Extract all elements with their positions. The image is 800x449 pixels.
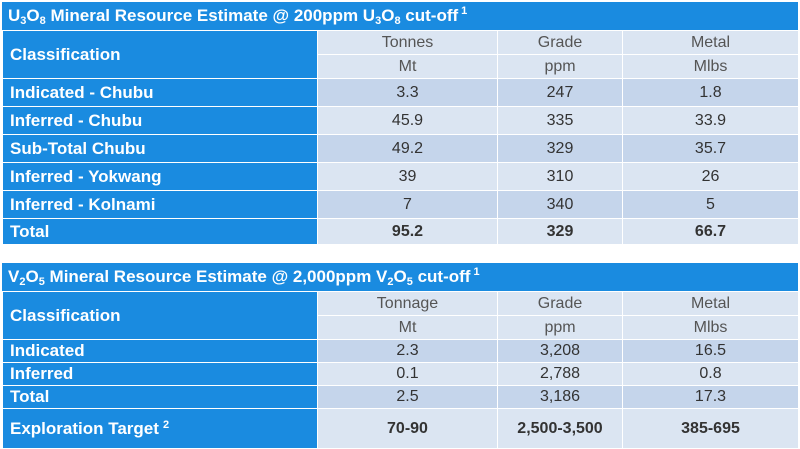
cell: 247 [497,78,623,107]
cell: 3,208 [497,339,623,363]
cell: 329 [497,134,623,163]
cell: 39 [317,162,498,191]
total-row: Total 2.5 3,186 17.3 [2,385,799,409]
cell: 329 [497,218,623,245]
metal-unit: Mlbs [622,54,799,79]
row-label: Sub-Total Chubu [2,134,318,163]
tonnage-unit: Mt [317,315,498,340]
u3o8-table-title: U3O8 Mineral Resource Estimate @ 200ppm … [2,2,798,30]
table-row: Indicated 2.3 3,208 16.5 [2,339,799,363]
row-label: Exploration Target 2 [2,408,318,449]
v2o5-resource-table: V2O5 Mineral Resource Estimate @ 2,000pp… [2,263,799,449]
cell: 70-90 [317,408,498,449]
tonnes-header: Tonnes [317,30,498,55]
cell: 2,788 [497,362,623,386]
row-label: Inferred [2,362,318,386]
cell: 7 [317,190,498,219]
cell: 2.3 [317,339,498,363]
table-row: Inferred - Chubu 45.9 335 33.9 [2,106,799,135]
cell: 95.2 [317,218,498,245]
cell: 17.3 [622,385,799,409]
row-label: Indicated [2,339,318,363]
cell: 340 [497,190,623,219]
tonnes-unit: Mt [317,54,498,79]
cell: 33.9 [622,106,799,135]
tonnage-header: Tonnage [317,291,498,316]
metal-header: Metal [622,30,799,55]
row-label: Inferred - Chubu [2,106,318,135]
row-label: Total [2,385,318,409]
cell: 5 [622,190,799,219]
cell: 0.8 [622,362,799,386]
cell: 3,186 [497,385,623,409]
cell: 2,500-3,500 [497,408,623,449]
cell: 2.5 [317,385,498,409]
table-row: Sub-Total Chubu 49.2 329 35.7 [2,134,799,163]
cell: 385-695 [622,408,799,449]
table-row: Inferred - Kolnami 7 340 5 [2,190,799,219]
grade-header: Grade [497,30,623,55]
table-row: Inferred 0.1 2,788 0.8 [2,362,799,386]
total-row: Total 95.2 329 66.7 [2,218,799,245]
metal-unit: Mlbs [622,315,799,340]
cell: 16.5 [622,339,799,363]
exploration-target-row: Exploration Target 2 70-90 2,500-3,500 38… [2,408,799,449]
cell: 3.3 [317,78,498,107]
grade-header: Grade [497,291,623,316]
classification-header: Classification [2,291,318,340]
cell: 1.8 [622,78,799,107]
row-label: Inferred - Yokwang [2,162,318,191]
cell: 45.9 [317,106,498,135]
cell: 35.7 [622,134,799,163]
cell: 49.2 [317,134,498,163]
row-label: Inferred - Kolnami [2,190,318,219]
cell: 310 [497,162,623,191]
grade-unit: ppm [497,54,623,79]
table-row: Indicated - Chubu 3.3 247 1.8 [2,78,799,107]
cell: 26 [622,162,799,191]
u3o8-resource-table: U3O8 Mineral Resource Estimate @ 200ppm … [2,2,799,245]
cell: 335 [497,106,623,135]
row-label: Indicated - Chubu [2,78,318,107]
cell: 66.7 [622,218,799,245]
metal-header: Metal [622,291,799,316]
classification-header: Classification [2,30,318,79]
row-label: Total [2,218,318,245]
grade-unit: ppm [497,315,623,340]
table-row: Inferred - Yokwang 39 310 26 [2,162,799,191]
v2o5-table-title: V2O5 Mineral Resource Estimate @ 2,000pp… [2,263,798,291]
cell: 0.1 [317,362,498,386]
